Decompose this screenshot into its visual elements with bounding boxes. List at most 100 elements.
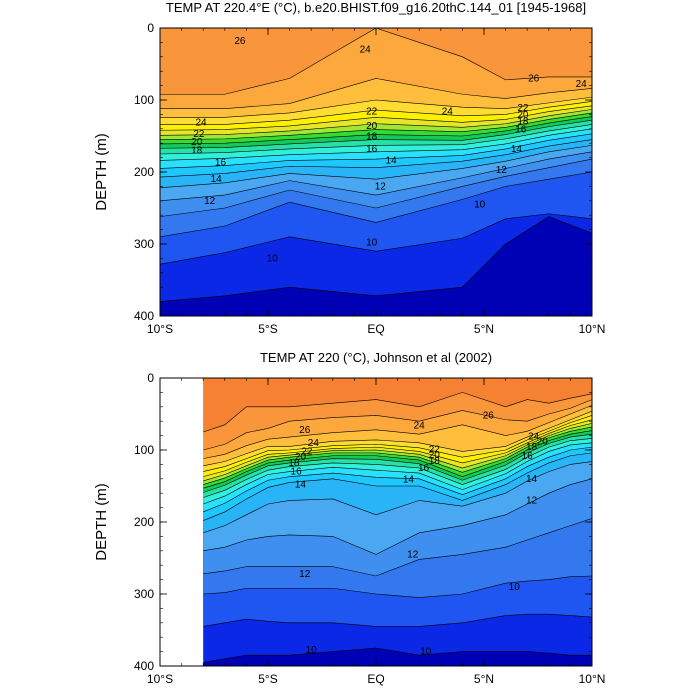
isotherm-22 (160, 105, 592, 131)
contour-label: 14 (511, 144, 523, 155)
contour-label: 10 (306, 645, 318, 656)
contour-label: 20 (295, 452, 307, 463)
isotherm-17 (160, 124, 592, 155)
chart-title: TEMP AT 220.4°E (°C), b.e20.BHIST.f09_g1… (166, 0, 586, 15)
y-axis-label: DEPTH (m) (93, 133, 110, 211)
contour-label: 20 (366, 121, 378, 132)
contour-label: 16 (515, 125, 527, 136)
isotherm-9 (160, 213, 592, 265)
y-tick-label: 400 (134, 659, 154, 673)
contour-label: 18 (288, 458, 300, 469)
y-tick-label: 100 (134, 443, 154, 457)
contour-label: 14 (526, 474, 538, 485)
y-tick-label: 0 (147, 21, 154, 35)
contour-label: 18 (191, 145, 203, 156)
isotherm-21 (203, 423, 592, 482)
isotherm-12 (203, 478, 592, 555)
x-tick-label: 10°N (579, 322, 606, 336)
contour-label: 16 (522, 451, 534, 462)
y-tick-label: 0 (147, 371, 154, 385)
contour-label: 14 (386, 155, 398, 166)
contour-label: 20 (517, 110, 529, 121)
isotherm-11 (203, 518, 592, 577)
isotherm-19 (160, 116, 592, 145)
isotherm-8 (203, 647, 592, 663)
band-above-26 (160, 28, 592, 95)
x-tick-label: EQ (367, 322, 384, 336)
isotherm-23 (203, 415, 592, 472)
contour-label: 26 (528, 73, 540, 84)
x-tick-label: 5°N (474, 672, 494, 686)
isotherm-18 (160, 119, 592, 149)
y-tick-label: 300 (134, 587, 154, 601)
contour-label: 10 (267, 253, 279, 264)
contour-label: 18 (429, 456, 441, 467)
band-above-27 (203, 378, 592, 432)
contour-label: 20 (537, 436, 549, 447)
isotherm-15 (203, 446, 592, 513)
contour-label: 12 (299, 569, 311, 580)
x-tick-label: 10°S (147, 672, 173, 686)
isotherm-14 (203, 452, 592, 521)
contour-label: 24 (360, 45, 372, 56)
contour-label: 16 (366, 144, 378, 155)
isotherm-8 (160, 216, 592, 302)
isotherm-27 (203, 392, 592, 433)
isotherm-20 (160, 112, 592, 140)
chart-title: TEMP AT 220 (°C), Johnson et al (2002) (260, 350, 492, 365)
contour-label: 10 (474, 199, 486, 210)
contour-label: 22 (366, 107, 378, 118)
contour-label: 12 (407, 549, 419, 560)
contour-label: 18 (517, 117, 529, 128)
isotherm-17 (203, 438, 592, 498)
isotherm-16 (160, 128, 592, 161)
isotherm-13 (160, 145, 592, 189)
x-tick-label: 5°N (474, 322, 494, 336)
y-tick-label: 300 (134, 237, 154, 251)
contour-label: 26 (483, 410, 495, 421)
chart-panel-2: 2624222018161424262220181614242018161412… (93, 350, 605, 686)
contour-label: 24 (414, 421, 426, 432)
isotherm-15 (160, 133, 592, 169)
y-tick-label: 100 (134, 93, 154, 107)
x-tick-label: 5°S (258, 322, 277, 336)
isotherm-19 (203, 430, 592, 489)
contour-label: 24 (576, 79, 588, 90)
isotherm-25 (203, 405, 592, 459)
isotherm-13 (203, 461, 592, 534)
isotherm-14 (160, 139, 592, 178)
contour-fill-layer (203, 378, 592, 666)
isotherm-24 (203, 410, 592, 467)
isotherm-23 (160, 101, 592, 125)
contour-label: 26 (299, 425, 311, 436)
isotherm-20 (203, 426, 592, 485)
contour-label: 24 (195, 117, 207, 128)
contour-label: 12 (204, 196, 216, 207)
contour-label: 12 (496, 165, 508, 176)
contour-label: 16 (418, 463, 430, 474)
contour-line-layer (160, 28, 592, 302)
isotherm-12 (160, 151, 592, 202)
contour-label: 12 (526, 495, 538, 506)
isotherm-10 (203, 575, 592, 598)
isotherm-9 (203, 613, 592, 627)
x-tick-label: 10°N (579, 672, 606, 686)
contour-label: 16 (215, 158, 227, 169)
isotherm-11 (160, 158, 592, 217)
y-tick-label: 200 (134, 165, 154, 179)
contour-label: 24 (308, 438, 320, 449)
contour-label: 14 (211, 174, 223, 185)
contour-label: 12 (375, 181, 387, 192)
y-tick-label: 400 (134, 309, 154, 323)
contour-label: 18 (366, 132, 378, 143)
contour-label: 26 (234, 36, 246, 47)
y-tick-label: 200 (134, 515, 154, 529)
contour-label: 24 (528, 431, 540, 442)
contour-label: 10 (366, 238, 378, 249)
isotherm-25 (160, 78, 592, 109)
x-tick-label: 5°S (258, 672, 277, 686)
y-axis-label: DEPTH (m) (93, 483, 110, 561)
x-tick-label: EQ (367, 672, 384, 686)
